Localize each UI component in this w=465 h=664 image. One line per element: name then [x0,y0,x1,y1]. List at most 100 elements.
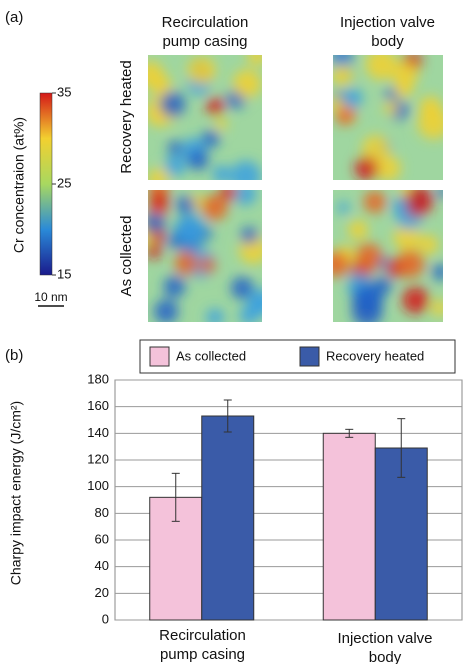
error-bar [397,418,406,478]
heatmap-blob [214,118,228,131]
legend-swatch [149,346,170,367]
heatmap-blob [365,55,398,81]
heatmap-blob [333,95,345,112]
heatmap-blob [333,64,354,87]
y-tick-label: 80 [95,505,109,520]
heatmap-blob [398,190,412,198]
heatmap-blob [187,149,209,171]
heatmap-blob [230,160,262,180]
column-label: Injection valve body [339,14,436,50]
heatmap-blob [174,251,198,276]
y-tick-label: 120 [87,451,109,466]
heatmap-blob [240,226,258,244]
heatmap-blob [333,251,350,278]
heatmap-blob [401,190,433,217]
heatmap-blob [431,299,443,317]
heatmap-blob [436,190,443,199]
y-tick-label: 100 [87,478,109,493]
bar [322,432,376,621]
heatmap-blobs [333,55,443,180]
heatmap-blob [206,97,225,116]
y-axis-label: Charpy impact energy (J/cm²) [8,401,24,585]
heatmap-blob [232,69,262,99]
error-bar [171,472,180,522]
row-label: As collected [118,216,135,297]
heatmap-blob [342,87,363,109]
column-label: Recirculation pump casing [161,14,249,50]
heatmap-blob [383,100,399,115]
heatmap-blob [363,190,387,214]
panel-label: (a) [5,9,23,26]
heatmap-blob [396,249,425,278]
colorbar-label: Cr concentraion (at%) [11,117,27,253]
heatmap-blob [148,61,164,88]
panel-label: (b) [5,347,23,364]
heatmap-blob [384,88,398,101]
colorbar [39,92,53,276]
heatmap-blob [148,243,162,259]
heatmap [333,55,443,180]
legend-label: As collected [176,348,246,363]
heatmap-blob [148,168,169,180]
heatmap-blob [151,229,166,244]
heatmap-blob [418,234,439,255]
colorbar-tick-label: 15 [57,266,71,281]
legend [139,339,456,374]
y-tick-label: 140 [87,425,109,440]
heatmap-blob [153,299,179,322]
heatmap-blob [163,275,186,298]
x-tick-label: Recirculation pump casing [159,627,246,663]
heatmap-blob [167,140,183,156]
heatmap-blob [247,55,262,66]
heatmap-blob [176,195,195,215]
heatmap-blobs [333,190,443,322]
y-tick-label: 160 [87,398,109,413]
scale-bar-label: 10 nm [34,290,67,304]
y-tick-label: 0 [102,611,109,626]
heatmap-blob [159,91,186,118]
heatmap-blob [348,219,369,240]
heatmap-blobs [148,55,262,180]
bar [201,415,255,621]
heatmap-blob [337,201,350,214]
colorbar-tick-label: 25 [57,175,71,190]
heatmap-blob [233,190,257,206]
heatmap [148,190,262,322]
y-tick-label: 180 [87,371,109,386]
heatmap-blob [247,288,262,316]
heatmap-blob [355,243,383,271]
heatmap-blob [201,130,220,148]
heatmap-blob [392,61,419,88]
heatmap-blob [230,276,254,300]
heatmap-blob [417,107,443,140]
y-tick-label: 20 [95,585,109,600]
heatmap-blob [150,192,169,211]
heatmap-blob [393,223,421,251]
heatmap-blob [362,135,390,163]
heatmap-blob [148,212,166,235]
heatmap-blob [187,56,216,85]
x-tick-label: Injection valve body [337,630,433,664]
heatmap-blob [206,308,224,322]
heatmap [333,190,443,322]
colorbar-tick-label: 35 [57,84,71,99]
legend-label: Recovery heated [326,348,424,363]
heatmap-blobs [148,190,262,322]
heatmap-blob [174,213,206,245]
heatmap-blob [432,263,443,281]
heatmap-blob [164,154,186,177]
heatmap-blob [212,165,231,180]
heatmap-blob [201,194,228,221]
heatmap-blob [220,190,238,201]
error-bar [345,428,354,438]
heatmap-blob [375,155,401,180]
heatmap-blob [199,257,216,274]
row-label: Recovery heated [118,60,135,173]
error-bar [223,399,232,433]
y-tick-label: 40 [95,558,109,573]
y-tick-label: 60 [95,531,109,546]
heatmap [148,55,262,180]
heatmap-blob [402,286,429,314]
